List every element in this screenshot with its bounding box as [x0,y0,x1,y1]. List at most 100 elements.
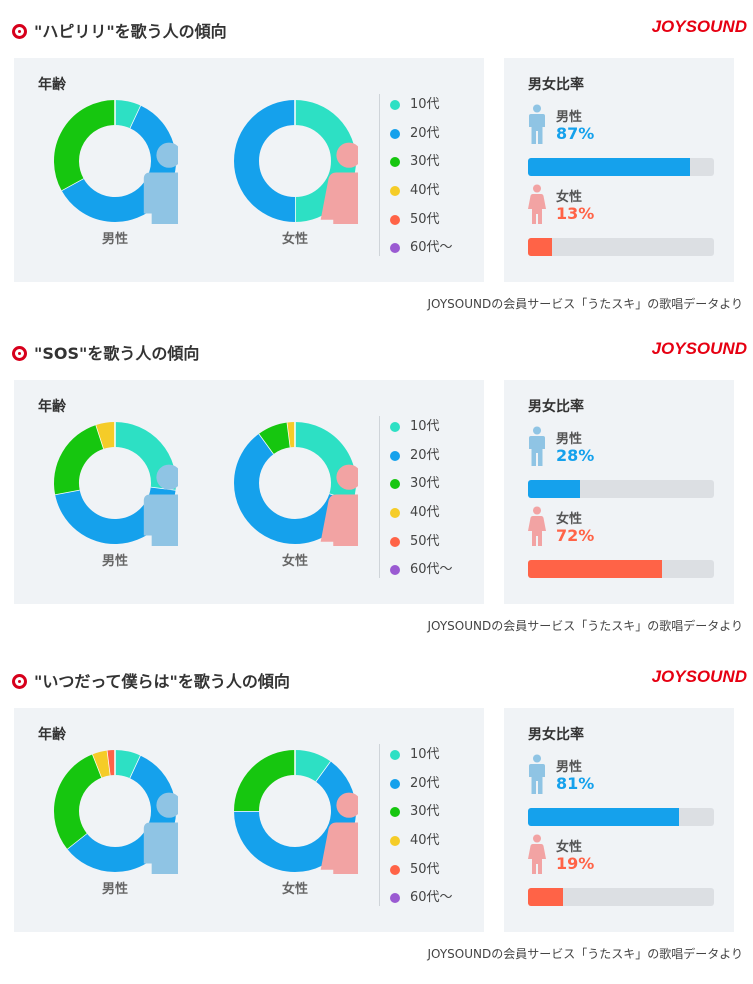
donut-slice-30代 [266,435,288,444]
male-ratio-bar-fill [528,808,679,826]
donut-center-male-icon [144,465,178,546]
male-age-donut [52,420,178,546]
donut-slice-30代 [66,437,100,492]
legend-item: 60代〜 [390,887,453,916]
female-donut-label: 女性 [232,550,358,569]
donut-slice-30代 [66,112,115,184]
legend-dot-icon [390,243,400,253]
male-ratio-value: 81% [556,774,594,793]
female-person-icon [528,834,546,874]
legend-item: 20代 [390,445,453,474]
male-person-icon [144,793,178,874]
bullet-icon [12,674,27,689]
legend-label: 30代 [410,476,440,491]
female-ratio-bar-fill [528,560,662,578]
male-ratio-value: 87% [556,124,594,143]
female-ratio-value: 13% [556,204,594,223]
male-icon [528,754,546,794]
legend-item: 30代 [390,151,453,180]
male-ratio-label: 男性 [556,106,582,125]
ratio-panel-title: 男女比率 [528,396,584,416]
legend-label: 50代 [410,212,440,227]
male-person-icon [144,143,178,224]
legend-label: 20代 [410,126,440,141]
female-ratio-label: 女性 [556,836,582,855]
legend-dot-icon [390,422,400,432]
age-panel-title: 年齢 [38,74,66,94]
legend-dot-icon [390,129,400,139]
male-person-icon [144,465,178,546]
female-person-icon [528,506,546,546]
female-ratio-bar-fill [528,238,552,256]
section-title: "ハピリリ"を歌う人の傾向 [34,18,227,42]
legend-label: 20代 [410,448,440,463]
male-age-donut [52,98,178,224]
female-ratio-bar-track [528,888,714,906]
age-panel-title: 年齢 [38,724,66,744]
legend-item: 30代 [390,473,453,502]
legend-label: 60代〜 [410,562,453,577]
legend-dot-icon [390,186,400,196]
male-ratio-bar-fill [528,480,580,498]
male-ratio-bar-fill [528,158,690,176]
source-footnote: JOYSOUNDの会員サービス「うたスキ」の歌唱データより [428,945,743,962]
legend-dot-icon [390,893,400,903]
donut-slice-30代 [67,766,98,841]
ratio-panel-title: 男女比率 [528,724,584,744]
legend-label: 50代 [410,534,440,549]
legend-label: 30代 [410,804,440,819]
male-age-donut [52,748,178,874]
male-donut-label: 男性 [52,878,178,897]
male-ratio-bar-track [528,480,714,498]
section-header: "ハピリリ"を歌う人の傾向 JOYSOUND [12,14,747,50]
section-title: "SOS"を歌う人の傾向 [34,340,199,364]
donut-slice-10代 [115,113,136,118]
male-person-icon [528,104,546,144]
donut-slice-30代 [247,763,296,812]
legend-dot-icon [390,508,400,518]
age-panel-title: 年齢 [38,396,66,416]
female-ratio-label: 女性 [556,186,582,205]
legend-label: 10代 [410,97,440,112]
legend-dot-icon [390,537,400,547]
section-title: "いつだって僕らは"を歌う人の傾向 [34,668,290,692]
legend-item: 60代〜 [390,237,453,266]
legend-label: 40代 [410,183,440,198]
female-ratio-bar-track [528,238,714,256]
male-icon [528,104,546,144]
bullet-icon [12,24,27,39]
female-icon [528,506,546,546]
female-age-donut [232,98,358,224]
female-icon [528,834,546,874]
legend-label: 40代 [410,505,440,520]
legend-item: 20代 [390,123,453,152]
male-ratio-label: 男性 [556,756,582,775]
legend-dot-icon [390,215,400,225]
legend-dot-icon [390,565,400,575]
legend-item: 10代 [390,416,453,445]
legend-dot-icon [390,451,400,461]
female-ratio-bar-fill [528,888,563,906]
legend-label: 10代 [410,747,440,762]
legend-item: 30代 [390,801,453,830]
male-person-icon [528,754,546,794]
male-person-icon [528,426,546,466]
male-donut-label: 男性 [52,228,178,247]
male-donut-label: 男性 [52,550,178,569]
joysound-logo: JOYSOUND [652,17,747,37]
donut-slice-40代 [97,763,109,766]
legend-dot-icon [390,807,400,817]
